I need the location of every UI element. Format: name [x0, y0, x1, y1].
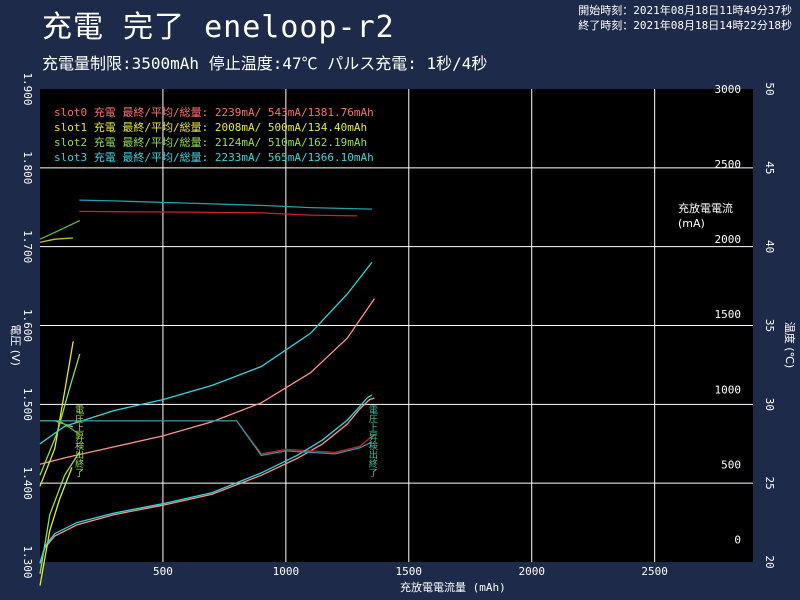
slot3-current-high-line	[79, 199, 372, 210]
slot2-voltage-line	[39, 451, 81, 574]
x-tick-label-2: 1500	[396, 565, 423, 578]
slot0-voltage-line	[39, 397, 375, 564]
slot1-current-high-line	[39, 237, 73, 243]
start-time: 開始時刻：2021年08月18日11時49分37秒	[578, 4, 792, 17]
slot0-temperature-line	[39, 298, 375, 465]
end-time: 終了時刻：2021年08月18日14時22分18秒	[578, 19, 792, 32]
temperature-axis-label: 温度 (℃)	[783, 322, 797, 368]
temperature-tick-label-3: 35	[763, 319, 776, 332]
temperature-tick-label-1: 25	[763, 477, 776, 490]
current-axis-label: 充放電電流(mA)	[678, 201, 733, 230]
temperature-tick-label-0: 20	[763, 555, 776, 568]
temperature-tick-label-2: 30	[763, 398, 776, 411]
slot0-current-high-line	[79, 210, 358, 217]
slot3-voltage-line	[39, 394, 373, 563]
current-tick-label-6: 3000	[715, 83, 742, 96]
voltage-tick-label-1: 1.400	[21, 467, 34, 500]
x-axis-label: 充放電電流量 (mAh)	[400, 580, 506, 594]
current-tick-label-0: 0	[734, 533, 741, 546]
x-tick-label-0: 500	[153, 565, 173, 578]
slot2-current-high-line	[39, 219, 81, 240]
tick-labels: 500 1000 1500 2000 25001.3001.4001.5001.6001…	[21, 72, 776, 578]
legend-entry-0: slot0 充電 最終/平均/総量: 2239mA/ 543mA/1381.76…	[54, 105, 374, 119]
x-tick-label-1: 1000	[273, 565, 300, 578]
x-tick-label-4: 2500	[641, 565, 668, 578]
slot2-temperature-line	[39, 353, 81, 476]
x-tick-label-3: 2000	[518, 565, 545, 578]
voltage-tick-label-5: 1.800	[21, 151, 34, 184]
series-lines	[39, 199, 375, 586]
page-title: 充電 完了 eneloop-r2	[42, 10, 395, 45]
grid	[40, 89, 753, 562]
temperature-tick-label-5: 45	[763, 161, 776, 174]
legend: slot0 充電 最終/平均/総量: 2239mA/ 543mA/1381.76…	[54, 105, 374, 164]
annotations: 電圧上昇検出終了 電圧上昇検出終了	[73, 405, 377, 477]
annotation-0: 電圧上昇検出終了	[367, 405, 378, 477]
annotation-1: 電圧上昇検出終了	[73, 405, 84, 477]
current-tick-label-4: 2000	[715, 233, 742, 246]
temperature-tick-label-4: 40	[763, 240, 776, 253]
legend-entry-3: slot3 充電 最終/平均/総量: 2233mA/ 565mA/1366.10…	[54, 150, 374, 164]
current-tick-label-1: 500	[721, 458, 741, 471]
voltage-tick-label-4: 1.700	[21, 230, 34, 263]
voltage-tick-label-0: 1.300	[21, 545, 34, 578]
slot3-current-line	[40, 420, 373, 457]
current-tick-label-5: 2500	[715, 158, 742, 171]
charge-settings: 充電量制限:3500mAh 停止温度:47℃ パルス充電: 1秒/4秒	[42, 54, 488, 73]
temperature-tick-label-6: 50	[763, 82, 776, 95]
current-tick-label-2: 1000	[715, 383, 742, 396]
slot1-temperature-line	[39, 341, 74, 487]
voltage-tick-label-6: 1.900	[21, 72, 34, 105]
voltage-tick-label-2: 1.500	[21, 388, 34, 421]
slot1-voltage-line	[39, 467, 73, 586]
voltage-tick-label-3: 1.600	[21, 309, 34, 342]
legend-entry-1: slot1 充電 最終/平均/総量: 2008mA/ 500mA/134.40m…	[54, 120, 367, 134]
voltage-axis-label: 電圧 (V)	[9, 324, 22, 366]
time-info: 開始時刻：2021年08月18日11時49分37秒 終了時刻：2021年08月1…	[578, 3, 792, 33]
current-tick-label-3: 1500	[715, 308, 742, 321]
legend-entry-2: slot2 充電 最終/平均/総量: 2124mA/ 510mA/162.19m…	[54, 135, 367, 149]
